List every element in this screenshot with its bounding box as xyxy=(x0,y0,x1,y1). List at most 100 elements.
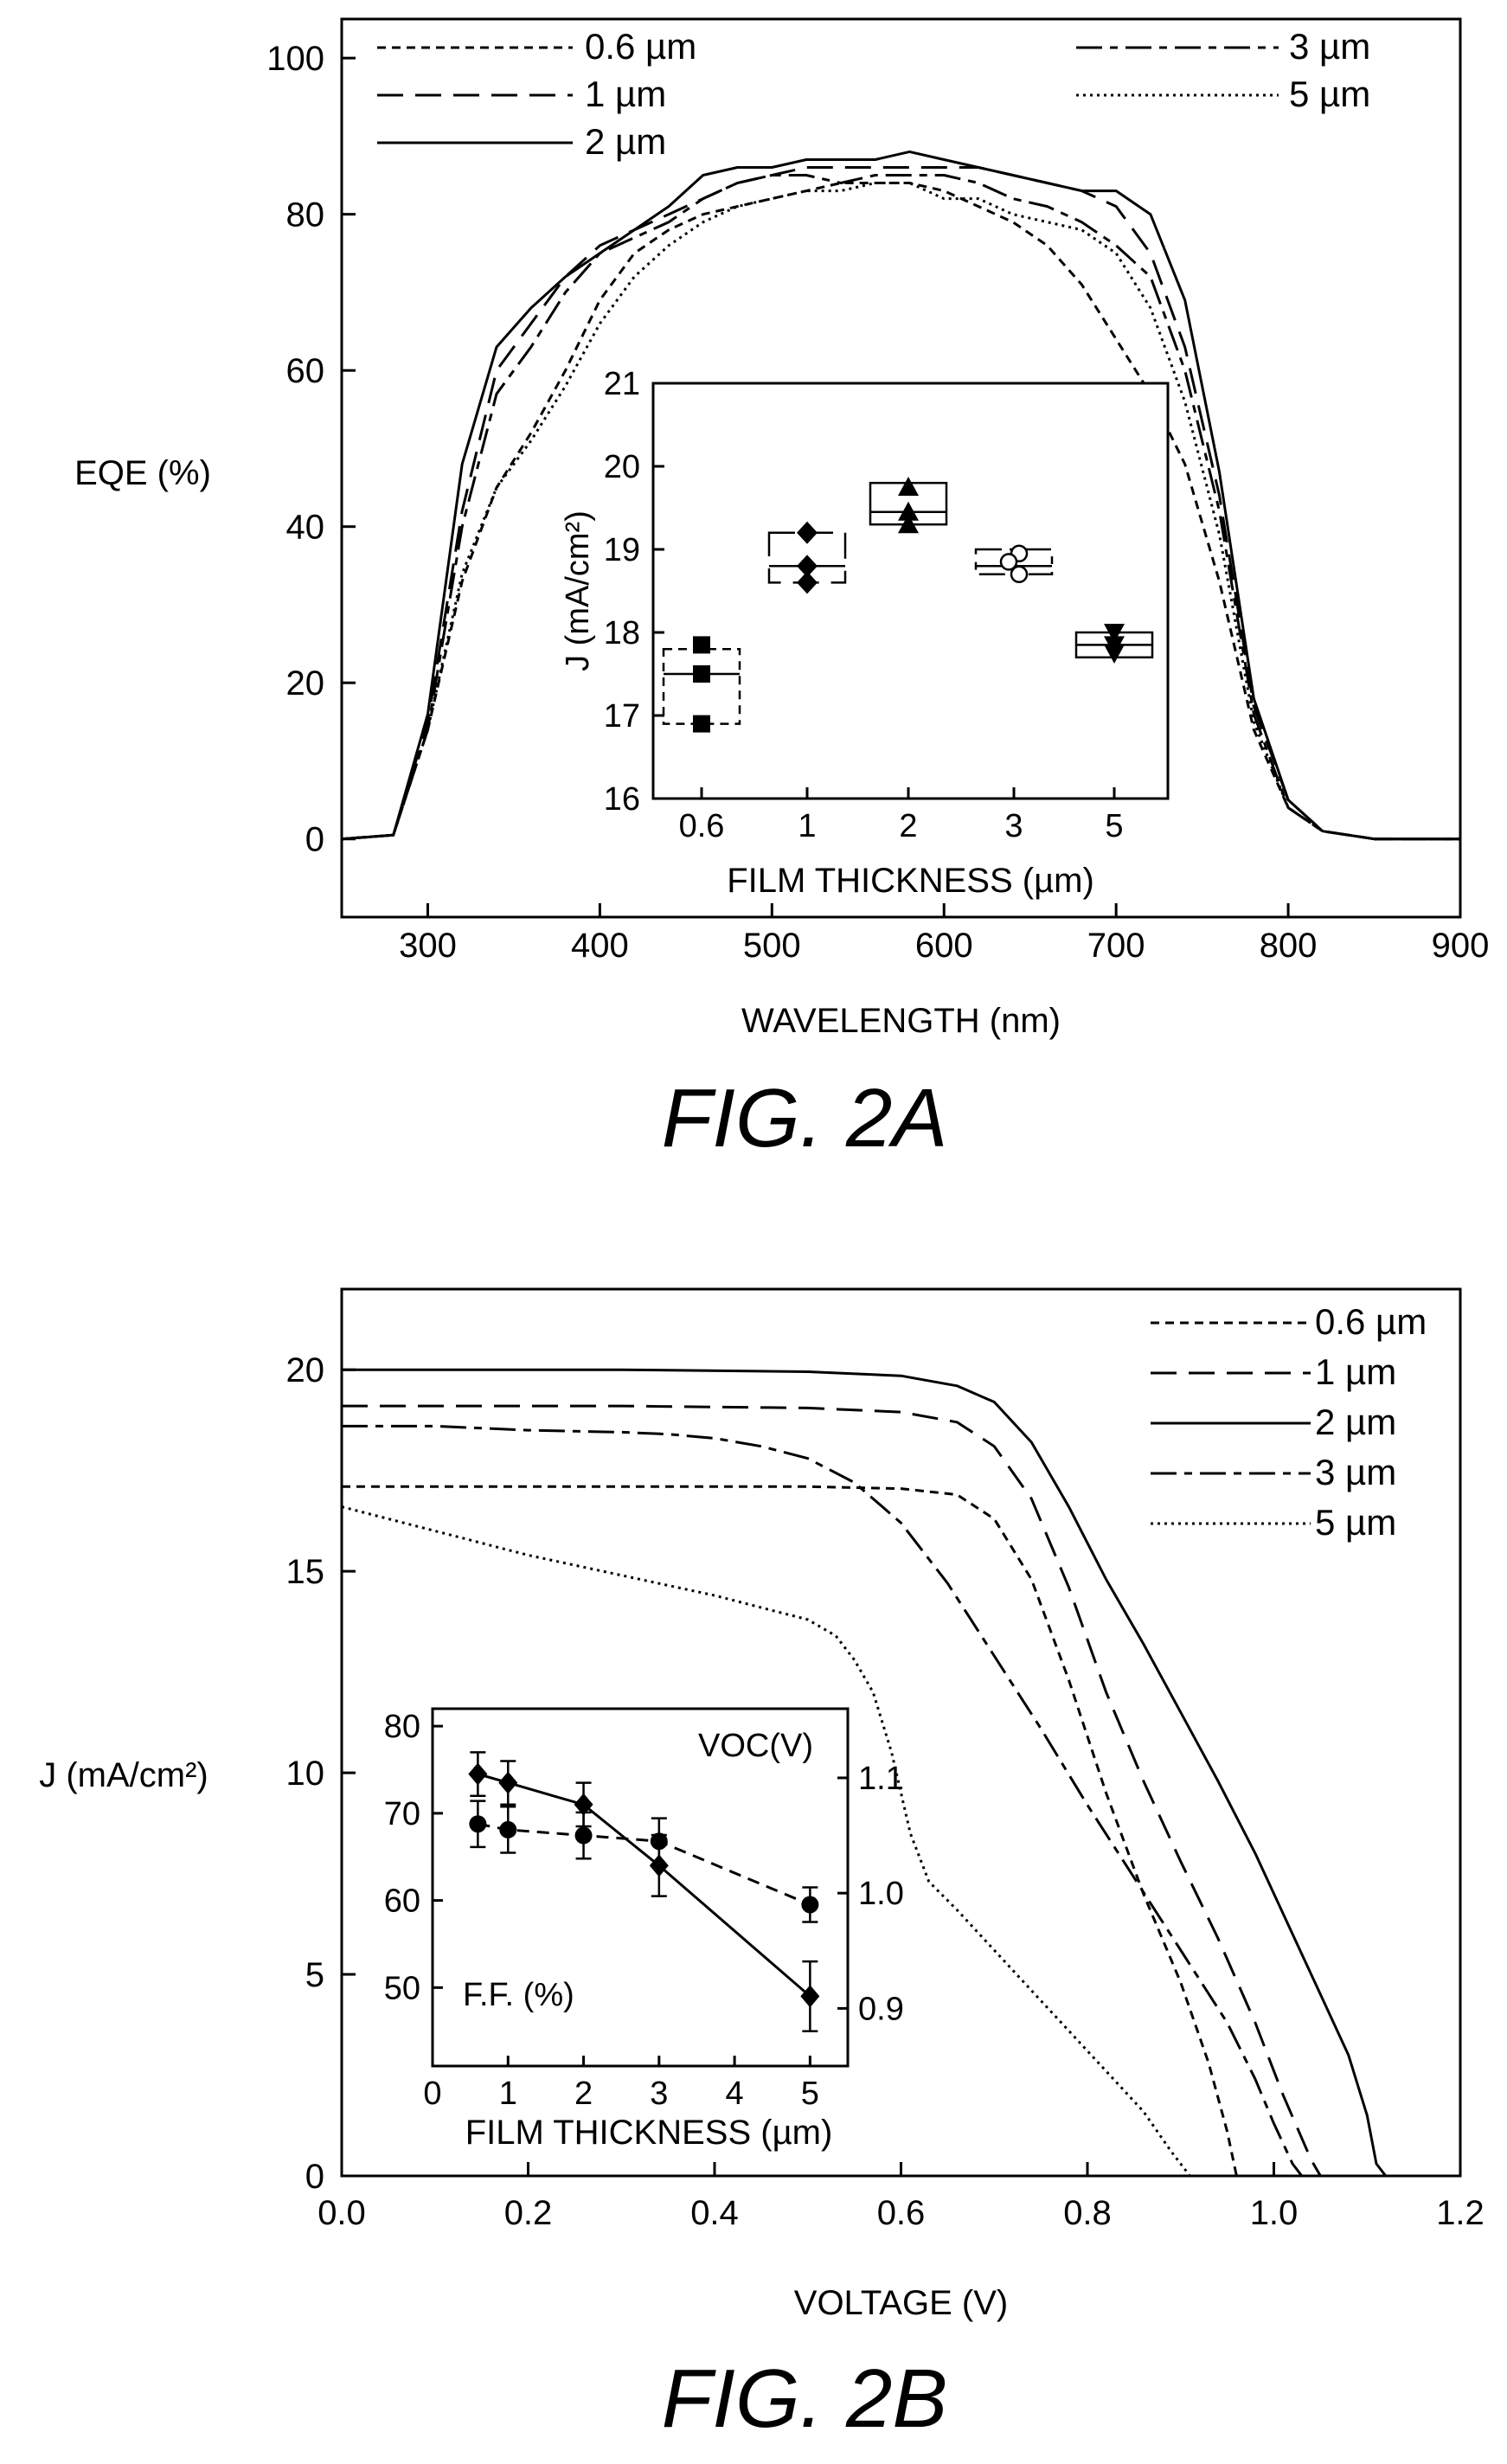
eqe-x-axis-label: WAVELENGTH (nm) xyxy=(741,1002,1061,1040)
eqe-legend-label: 2 µm xyxy=(585,121,666,162)
j-box-point xyxy=(693,636,710,654)
jv-series-line-0 xyxy=(342,1485,1238,2177)
j-box-y-tick-label: 19 xyxy=(604,532,640,568)
ff-voc-x-axis-label: FILM THICKNESS (µm) xyxy=(465,2114,833,2152)
eqe-x-tick-label: 500 xyxy=(743,927,801,965)
j-box-x-tick-label: 0.6 xyxy=(679,808,725,844)
jv-x-tick-label: 0.8 xyxy=(1063,2194,1112,2232)
eqe-x-tick-label: 800 xyxy=(1260,927,1318,965)
jv-x-tick-label: 1.0 xyxy=(1250,2194,1299,2232)
ff-voc-left-axis-label: F.F. (%) xyxy=(463,1977,574,2013)
ff-voc-right-axis-label: VOC(V) xyxy=(698,1728,813,1764)
j-box-point xyxy=(898,514,919,534)
ff-voc-point xyxy=(499,1820,517,1838)
j-box-inset-chart: 16 17 18 19 20 21 0.6 1 2 3 5 FILM THICKNESS (µm) J … xyxy=(560,366,1170,900)
eqe-plot-frame xyxy=(340,17,1462,919)
jv-x-tick-label: 1.2 xyxy=(1436,2194,1485,2232)
ff-voc-point xyxy=(801,1896,819,1914)
j-box-y-tick-label: 16 xyxy=(604,781,640,818)
jv-x-tick-label: 0.2 xyxy=(504,2194,553,2232)
j-box-y-axis-label: J (mA/cm²) xyxy=(560,510,596,671)
jv-y-tick-label: 15 xyxy=(286,1553,325,1591)
j-box-y-tick-label: 18 xyxy=(604,615,640,651)
eqe-legend-label: 0.6 µm xyxy=(585,26,696,67)
eqe-y-axis-label: EQE (%) xyxy=(74,454,211,492)
eqe-y-tick-label: 0 xyxy=(305,821,324,859)
jv-series-line-3 xyxy=(342,1424,1303,2177)
ff-voc-right-tick-label: 1.0 xyxy=(858,1876,904,1912)
ff-voc-plot-frame xyxy=(431,1707,850,2068)
ff-voc-point xyxy=(574,1793,593,1816)
ff-voc-x-tick-label: 3 xyxy=(650,2076,668,2112)
j-box-x-tick-label: 1 xyxy=(798,808,816,844)
eqe-legend-label: 1 µm xyxy=(585,74,666,114)
j-box-point xyxy=(898,501,919,521)
j-box-plot-frame xyxy=(651,382,1170,800)
eqe-y-tick-label: 60 xyxy=(286,352,325,390)
jv-series-line-1 xyxy=(342,1404,1322,2177)
jv-y-axis-label: J (mA/cm²) xyxy=(39,1756,208,1794)
eqe-x-tick-label: 900 xyxy=(1432,927,1490,965)
j-box-point xyxy=(1104,624,1125,643)
eqe-legend-label: 5 µm xyxy=(1289,74,1370,114)
figure-caption-2b: FIG. 2B xyxy=(662,2352,948,2445)
j-box-point xyxy=(797,555,818,578)
jv-legend-label: 2 µm xyxy=(1315,1402,1396,1442)
jv-y-tick-label: 20 xyxy=(286,1351,325,1389)
jv-x-axis-label: VOLTAGE (V) xyxy=(794,2284,1008,2322)
eqe-series-line-3 xyxy=(341,174,1460,841)
ff-voc-point xyxy=(574,1826,593,1845)
eqe-series-line-2 xyxy=(341,150,1460,841)
jv-legend-label: 3 µm xyxy=(1315,1452,1396,1492)
ff-voc-point xyxy=(649,1854,669,1877)
ff-voc-left-tick-label: 60 xyxy=(384,1883,420,1920)
eqe-legend-label: 3 µm xyxy=(1289,26,1370,67)
ff-voc-right-tick-label: 1.1 xyxy=(858,1761,904,1797)
j-box-point xyxy=(1104,645,1125,664)
eqe-x-tick-label: 600 xyxy=(915,927,973,965)
eqe-x-tick-label: 300 xyxy=(399,927,457,965)
ff-voc-point xyxy=(650,1832,668,1851)
ff-voc-right-tick-label: 0.9 xyxy=(858,1991,904,2027)
ff-voc-point xyxy=(468,1762,488,1786)
eqe-x-tick-label: 400 xyxy=(571,927,629,965)
jv-legend-label: 0.6 µm xyxy=(1315,1301,1427,1342)
jv-legend-label: 5 µm xyxy=(1315,1502,1396,1543)
jv-y-tick-label: 0 xyxy=(305,2158,324,2196)
jv-series-line-4 xyxy=(341,1505,1191,2177)
ff-voc-x-tick-label: 2 xyxy=(574,2076,593,2112)
ff-voc-x-tick-label: 0 xyxy=(423,2076,441,2112)
ff-voc-point xyxy=(498,1771,518,1794)
ff-voc-left-tick-label: 70 xyxy=(384,1796,420,1832)
jv-y-tick-label: 10 xyxy=(286,1755,325,1793)
ff-voc-x-tick-label: 5 xyxy=(801,2076,819,2112)
jv-legend-label: 1 µm xyxy=(1315,1351,1396,1392)
j-box-point xyxy=(693,715,710,733)
j-box-point xyxy=(1010,565,1029,584)
j-box-x-tick-label: 2 xyxy=(899,808,917,844)
j-box-x-tick-label: 3 xyxy=(1004,808,1023,844)
j-box-y-tick-label: 20 xyxy=(604,449,640,485)
eqe-y-tick-label: 100 xyxy=(266,40,324,78)
eqe-x-tick-label: 700 xyxy=(1087,927,1145,965)
ff-voc-point xyxy=(800,1985,820,2008)
eqe-y-tick-label: 80 xyxy=(286,196,325,234)
figure-caption-2a: FIG. 2A xyxy=(662,1072,948,1165)
j-box-point xyxy=(898,477,919,496)
jv-x-tick-label: 0.4 xyxy=(690,2194,739,2232)
j-box-y-tick-label: 17 xyxy=(604,698,640,735)
j-box-point xyxy=(999,553,1018,571)
j-box-y-tick-label: 21 xyxy=(604,366,640,402)
j-box-point xyxy=(693,665,710,683)
ff-voc-x-tick-label: 1 xyxy=(499,2076,517,2112)
ff-voc-left-tick-label: 80 xyxy=(384,1709,420,1745)
ff-voc-inset-chart: 0 1 2 3 4 5 50 60 70 80 0.9 1.0 1.1 FILM THICKNESS (µ… xyxy=(384,1707,904,2152)
eqe-chart: 300 400 500 600 700 800 900 0 20 40 60 80 100 WAVELEN… xyxy=(74,17,1490,1040)
jv-x-tick-label: 0.6 xyxy=(877,2194,926,2232)
eqe-series-line-0 xyxy=(341,182,1460,841)
j-box-x-axis-label: FILM THICKNESS (µm) xyxy=(727,862,1094,900)
j-box-point xyxy=(797,521,818,544)
j-box-point xyxy=(797,571,818,594)
